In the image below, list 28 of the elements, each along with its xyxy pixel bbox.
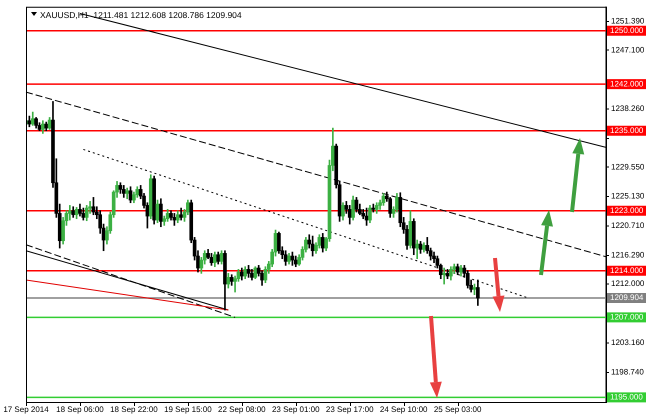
y-tick-label: 1225.130 [611,192,645,201]
ref-line-label: 1207.000 [610,312,644,322]
y-tick-label: 1203.160 [611,338,645,348]
x-tick-label: 24 Sep 10:00 [380,405,428,414]
x-tick-label: 19 Sep 15:00 [164,405,212,414]
ref-line-label: 1209.904 [610,293,644,302]
x-tick-label: 18 Sep 22:00 [110,405,158,414]
x-tick-label: 25 Sep 03:00 [434,405,482,414]
ref-line-label: 1195.000 [610,392,644,402]
x-tick-label: 23 Sep 17:00 [326,405,374,414]
ref-line-label: 1214.000 [610,266,644,275]
y-tick-label: 1220.710 [611,221,645,230]
ref-line-label: 1223.000 [610,206,644,215]
x-tick-label: 23 Sep 01:00 [272,405,320,414]
chart-title: XAUUSD,H1 1211.481 1212.608 1208.786 1209.904 [40,10,242,20]
x-tick-label: 17 Sep 2014 [3,405,50,414]
y-tick-label: 1251.390 [611,16,645,26]
ref-line-label: 1250.000 [610,26,644,35]
y-tick-label: 1238.260 [611,104,645,114]
x-tick-label: 18 Sep 06:00 [56,405,104,414]
ref-line-label: 1242.000 [610,79,644,88]
y-tick-label: 1247.100 [611,45,645,54]
y-tick-label: 1216.290 [611,250,645,260]
y-tick-label: 1212.000 [611,279,645,288]
x-tick-label: 22 Sep 08:00 [218,405,266,414]
y-tick-label: 1198.740 [611,368,644,377]
ref-line-label: 1235.000 [610,126,644,135]
y-tick-label: 1229.550 [611,162,645,172]
